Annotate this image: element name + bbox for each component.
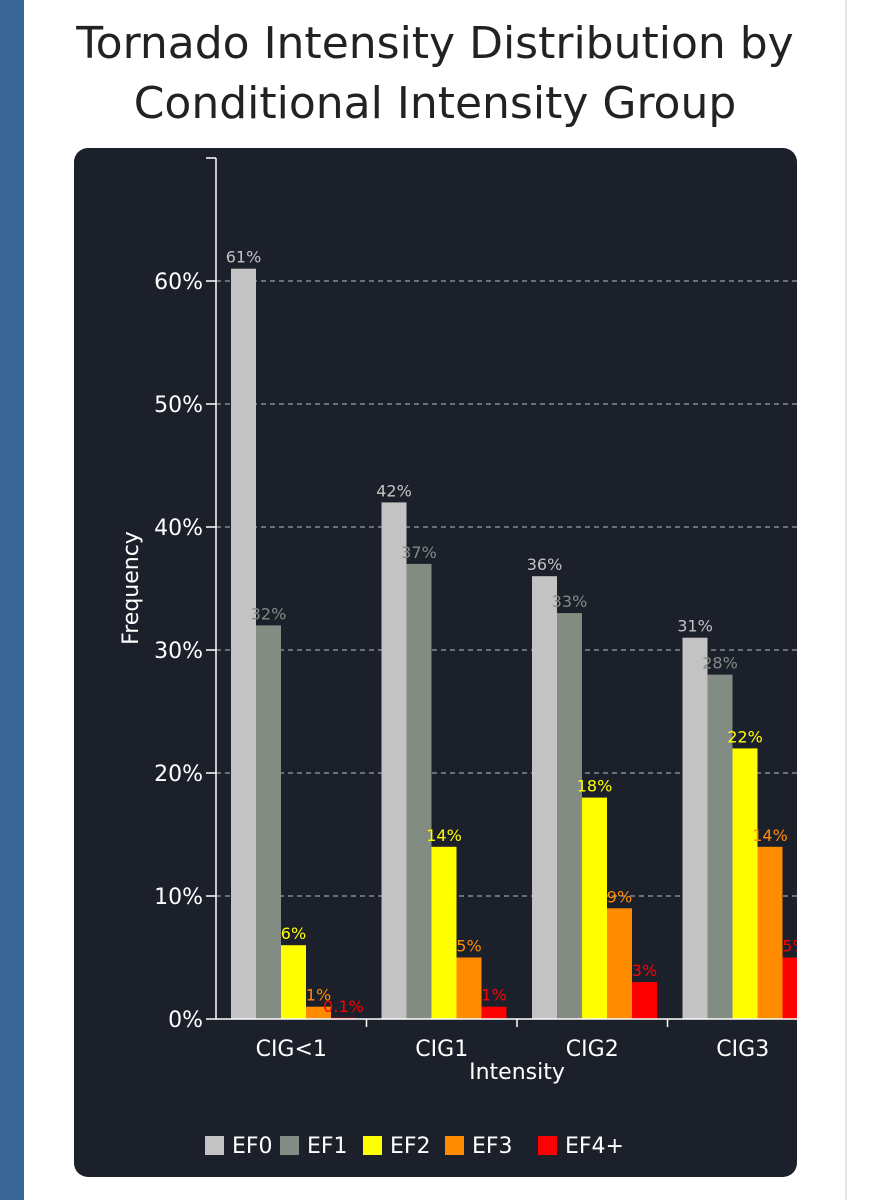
data-label-ef0-cig3: 31%	[677, 617, 713, 636]
data-label-ef4-cig2: 3%	[632, 961, 657, 980]
bar-ef1-cig3	[707, 674, 733, 1019]
y-tick-label-50: 50%	[154, 393, 203, 418]
y-tick-label-0: 0%	[168, 1008, 203, 1033]
data-label-ef1-cig3: 28%	[702, 654, 738, 673]
legend-label-ef1: EF1	[307, 1134, 348, 1159]
y-tick-label-10: 10%	[154, 885, 203, 910]
data-label-ef4-cig-1: 0.1%	[323, 997, 364, 1016]
y-axis-title: Frequency	[119, 531, 144, 645]
legend-label-ef4: EF4+	[565, 1134, 624, 1159]
data-label-ef3-cig-1: 1%	[306, 986, 331, 1005]
legend-label-ef3: EF3	[472, 1134, 513, 1159]
bar-ef4-cig3	[782, 957, 797, 1019]
data-label-ef0-cig2: 36%	[527, 555, 563, 574]
right-divider	[845, 0, 847, 1200]
y-tick-label-30: 30%	[154, 639, 203, 664]
legend-swatch-ef2	[363, 1136, 382, 1155]
data-label-ef0-cig-1: 61%	[226, 248, 262, 267]
bar-ef1-cig2	[557, 613, 582, 1019]
bar-ef0-cig3	[682, 637, 708, 1019]
bar-ef3-cig2	[607, 908, 632, 1019]
y-tick-label-20: 20%	[154, 762, 203, 787]
bar-ef2-cig3	[732, 748, 758, 1019]
legend-swatch-ef3	[445, 1136, 464, 1155]
data-label-ef0-cig1: 42%	[376, 481, 412, 500]
data-label-ef1-cig-1: 32%	[251, 604, 287, 623]
data-label-ef2-cig2: 18%	[577, 777, 613, 796]
data-label-ef2-cig3: 22%	[727, 727, 763, 746]
bar-ef2-cig2	[582, 797, 607, 1019]
data-label-ef3-cig3: 14%	[752, 826, 788, 845]
bar-ef0-cig2	[532, 576, 557, 1019]
data-label-ef1-cig1: 37%	[401, 543, 437, 562]
bar-ef1-cig1	[406, 563, 432, 1019]
data-label-ef2-cig-1: 6%	[281, 924, 306, 943]
legend-swatch-ef0	[205, 1136, 224, 1155]
bar-ef2-cig-1	[281, 945, 306, 1019]
data-label-ef4-cig3: 5%	[782, 937, 797, 956]
bar-ef0-cig-1	[231, 268, 256, 1019]
y-tick-label-40: 40%	[154, 516, 203, 541]
bar-ef3-cig1	[456, 957, 482, 1019]
data-label-ef3-cig1: 5%	[456, 937, 481, 956]
chart-panel: 0% 10% 20% 30% 40% 50% 60% 61% 42% 36% 31% 32% 37% 33…	[74, 148, 797, 1177]
bar-chart: 0% 10% 20% 30% 40% 50% 60% 61% 42% 36% 31% 32% 37% 33…	[119, 157, 797, 1159]
left-accent-bar	[0, 0, 24, 1200]
x-tick-label-cig2: CIG2	[566, 1037, 619, 1062]
y-tick-label-60: 60%	[154, 270, 203, 295]
bar-ef0-cig1	[381, 502, 407, 1019]
page-title: Tornado Intensity Distribution by Condit…	[76, 18, 794, 129]
legend-label-ef2: EF2	[390, 1134, 431, 1159]
data-label-ef1-cig2: 33%	[552, 592, 588, 611]
x-tick-label-cig3: CIG3	[716, 1037, 769, 1062]
legend-swatch-ef1	[280, 1136, 299, 1155]
legend-swatch-ef4	[538, 1136, 557, 1155]
data-label-ef2-cig1: 14%	[426, 826, 462, 845]
bar-ef4-cig2	[632, 982, 657, 1019]
legend-label-ef0: EF0	[232, 1134, 273, 1159]
bar-ef4-cig1	[481, 1006, 507, 1019]
data-label-ef3-cig2: 9%	[607, 887, 632, 906]
data-label-ef4-cig1: 1%	[481, 986, 506, 1005]
x-axis-title: Intensity	[469, 1060, 565, 1085]
x-tick-label-cig-1: CIG<1	[256, 1037, 327, 1062]
bar-ef3-cig-1	[306, 1006, 331, 1019]
bar-ef3-cig3	[757, 846, 783, 1019]
bar-ef2-cig1	[431, 846, 457, 1019]
bar-ef1-cig-1	[256, 625, 281, 1019]
x-tick-label-cig1: CIG1	[415, 1037, 468, 1062]
